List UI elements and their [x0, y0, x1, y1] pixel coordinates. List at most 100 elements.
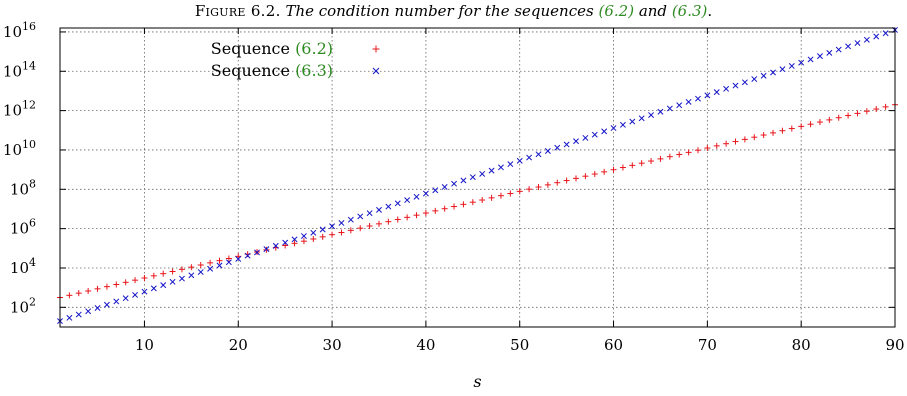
data-point: [770, 129, 777, 136]
data-point: [207, 259, 214, 266]
caption-ref-6-3: (6.3): [671, 2, 708, 20]
caption-text-before: The condition number for the sequences: [285, 2, 594, 20]
legend-label-2: Sequence (6.3): [211, 61, 333, 80]
x-tick-label: 60: [604, 336, 623, 354]
caption-and: and: [638, 2, 668, 20]
data-point: [835, 114, 842, 121]
data-point: [582, 173, 589, 180]
data-point: [141, 288, 148, 295]
data-point: [507, 190, 514, 197]
data-point: [385, 218, 392, 225]
data-point: [760, 72, 767, 79]
data-point: [451, 180, 457, 187]
x-tick-label: 30: [323, 336, 342, 354]
y-tick-exponent: 14: [22, 59, 36, 72]
legend-marker-2: [372, 67, 380, 75]
data-point: [601, 128, 608, 135]
y-tick-exponent: 16: [22, 20, 36, 33]
data-point: [610, 166, 617, 173]
data-point: [113, 298, 120, 305]
y-tick-label: 1016: [3, 20, 36, 41]
data-point: [310, 229, 317, 236]
data-point: [216, 257, 223, 264]
data-point: [160, 282, 167, 289]
data-point: [816, 53, 823, 60]
data-point: [460, 201, 467, 208]
data-point: [207, 265, 214, 272]
data-point: [469, 174, 476, 181]
data-point: [272, 242, 279, 249]
data-point: [300, 238, 307, 245]
y-tick-exponent: 2: [29, 295, 36, 308]
data-point: [695, 95, 701, 102]
data-point: [591, 171, 598, 178]
y-tick-exponent: 8: [29, 177, 36, 190]
data-point: [319, 233, 326, 240]
ticks: 10 20 30 40 50 60 70 80 901021041061081010101210…: [3, 20, 905, 354]
data-point: [526, 186, 533, 193]
data-point: [75, 311, 82, 318]
data-point: [554, 179, 561, 186]
caption-text: The condition number for the sequences (…: [285, 2, 707, 20]
y-tick-label: 1012: [3, 99, 36, 120]
data-point: [676, 102, 683, 109]
data-point: [216, 262, 223, 269]
data-point: [648, 158, 655, 165]
data-point: [132, 291, 139, 298]
data-point: [113, 281, 120, 288]
x-tick-label: 80: [792, 336, 811, 354]
data-point: [94, 305, 101, 311]
data-point: [319, 226, 326, 233]
y-tick-label: 106: [10, 217, 36, 238]
y-tick-exponent: 6: [29, 217, 36, 230]
data-point: [488, 194, 495, 201]
data-point: [619, 121, 626, 128]
series-1: [57, 101, 898, 301]
data-point: [122, 295, 129, 302]
data-point: [788, 125, 795, 132]
data-point: [460, 177, 467, 184]
data-point: [751, 134, 758, 141]
data-point: [451, 203, 458, 210]
data-point: [882, 103, 889, 110]
data-point: [816, 119, 823, 126]
data-point: [657, 108, 664, 115]
data-point: [554, 144, 561, 151]
data-point: [103, 301, 110, 308]
data-point: [188, 264, 195, 271]
data-point: [591, 131, 598, 138]
data-point: [179, 275, 185, 282]
data-point: [197, 269, 204, 275]
data-point: [544, 148, 551, 154]
data-point: [178, 266, 185, 273]
data-point: [535, 151, 542, 158]
data-point: [441, 205, 448, 212]
caption-prefix: Figure 6.2.: [194, 2, 281, 20]
data-point: [394, 200, 401, 207]
data-point: [704, 92, 711, 99]
data-point: [685, 149, 692, 156]
data-point: [197, 262, 204, 269]
data-point: [66, 292, 73, 299]
data-point: [385, 203, 392, 210]
data-point: [479, 197, 486, 204]
data-point: [357, 225, 364, 232]
data-point: [582, 134, 589, 141]
data-point: [366, 223, 373, 230]
data-point: [573, 138, 579, 145]
data-point: [638, 115, 645, 122]
series-2: [57, 27, 898, 325]
data-point: [863, 36, 870, 43]
data-point: [469, 199, 476, 206]
data-point: [169, 268, 176, 275]
data-point: [516, 188, 523, 195]
data-point: [779, 66, 786, 73]
grid: [60, 28, 895, 327]
data-point: [526, 154, 533, 161]
x-tick-label: 10: [135, 336, 154, 354]
data-point: [347, 227, 354, 234]
data-point: [723, 85, 730, 92]
data-point: [375, 220, 382, 227]
data-point: [404, 197, 411, 204]
